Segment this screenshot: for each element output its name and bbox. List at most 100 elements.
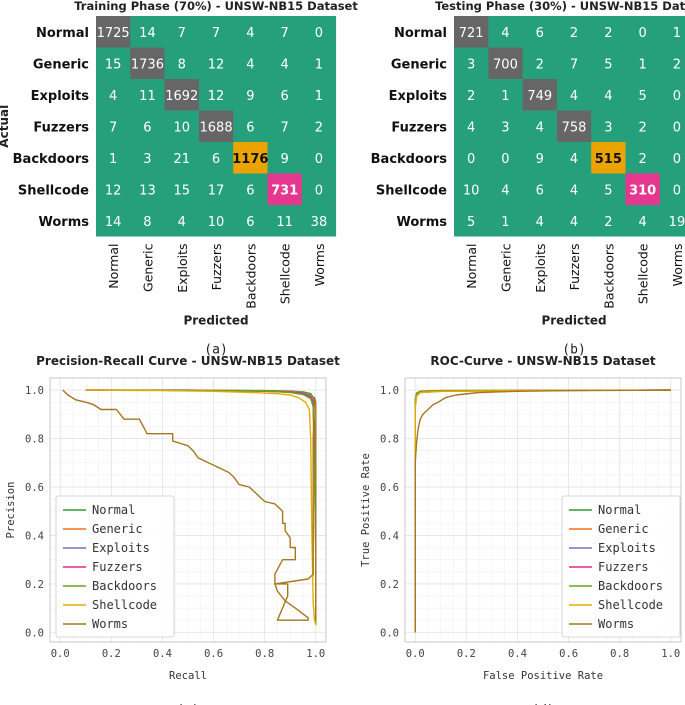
cm-cell-value: 13 [139,183,156,198]
cm-cell-value: 3 [467,57,475,72]
cm-cell-highlight [556,110,592,142]
cm-row-label: Fuzzers [33,120,89,135]
cm-row-label: Normal [394,26,447,41]
cm-cell-value: 12 [208,89,225,104]
cm-cell-value: 731 [271,183,298,198]
cm-col-label: Exploits [533,244,548,293]
cm-cell-value: 2 [315,120,323,135]
cm-cell-value: 5 [604,57,612,72]
cm-row-label: Worms [38,215,89,230]
cm-cell-value: 6 [536,26,544,41]
cm-cell-value: 4 [178,215,186,230]
cm-cell-value: 9 [246,89,254,104]
cm-cell-value: 1 [109,152,117,167]
cm-cell-value: 1 [501,215,509,230]
cm-col-label: Shellcode [636,243,651,304]
cm-cell-value: 0 [315,183,323,198]
cm-col-label: Fuzzers [567,244,582,291]
cm-cell-value: 3 [501,120,509,135]
cm-cell-value: 4 [246,26,254,41]
cm-cell-value: 515 [595,152,622,167]
cm-cell-value: 11 [276,215,293,230]
cm-cell-value: 8 [143,215,151,230]
legend-label: Fuzzers [92,560,143,574]
confusion-matrix-a: Training Phase (70%) - UNSW-NB15 Dataset… [0,0,358,358]
plot-frame [49,377,327,643]
cm-cell-value: 4 [109,89,117,104]
cm-cell-value: 21 [173,152,190,167]
legend-label: Fuzzers [598,560,649,574]
cm-cell-value: 8 [178,57,186,72]
cm-cell-value: 4 [281,57,289,72]
x-tick-label: 0.8 [255,648,274,660]
cm-row-label: Exploits [31,89,90,104]
cm-col-label: Shellcode [278,243,293,304]
y-tick-label: 0.8 [380,434,399,446]
x-tick-label: 0.6 [204,648,223,660]
cm-cell-value: 6 [143,120,151,135]
cm-cell-value: 2 [639,152,647,167]
cm-cell-highlight [454,16,489,48]
y-tick-label: 0.8 [25,434,44,446]
cm-cell-value: 0 [467,152,475,167]
cm-row-label: Exploits [389,89,448,104]
y-tick-label: 0.0 [380,627,399,639]
cm-cell-value: 7 [281,120,289,135]
cm-col-label: Fuzzers [209,243,224,290]
series-line-shellcode [414,389,671,633]
cm-cell-value: 2 [639,120,647,135]
cm-cell-value: 2 [467,89,475,104]
cm-cell-value: 12 [105,183,122,198]
legend-label: Backdoors [598,579,663,593]
plot-frame [404,377,682,643]
legend-label: Worms [92,617,128,631]
cm-cell-value: 10 [208,215,225,230]
legend-label: Backdoors [92,579,157,593]
cm-col-label: Exploits [175,244,190,293]
x-tick-label: 0.0 [51,648,70,660]
cm-cell-value: 3 [604,120,612,135]
legend-label: Generic [92,522,143,536]
cm-cell-value: 2 [536,57,544,72]
cm-cell-value: 9 [536,152,544,167]
x-axis-label: False Positive Rate [483,670,603,682]
cm-col-label: Normal [106,244,121,289]
cm-cell-value: 749 [527,89,552,104]
cm-cell-value: 7 [570,57,578,72]
y-tick-label: 1.0 [380,385,399,397]
cm-cell-value: 4 [570,183,578,198]
cm-cell-value: 2 [604,26,612,41]
cm-cell-value: 0 [673,183,681,198]
cm-cell-highlight [96,16,131,48]
cm-col-label: Worms [670,244,685,287]
y-tick-label: 0.0 [25,627,44,639]
cm-cell-value: 0 [501,152,509,167]
cm-cell-highlight [488,47,523,79]
cm-row-label: Generic [391,57,447,72]
panel-caption: (a) [204,343,227,358]
cm-cell-value: 4 [246,57,254,72]
cm-cell-value: 4 [501,26,509,41]
legend-label: Shellcode [598,598,663,612]
y-tick-label: 0.2 [25,579,44,591]
cm-cell-value: 6 [281,89,289,104]
cm-cell-value: 10 [463,183,480,198]
cm-cell-value: 5 [604,183,612,198]
cm-cell-value: 0 [673,120,681,135]
y-tick-label: 0.2 [380,579,399,591]
x-tick-label: 0.4 [508,648,527,660]
cm-cell-value: 1688 [200,120,233,135]
cm-cell-value: 4 [570,215,578,230]
cm-cell-value: 11 [139,89,156,104]
legend-label: Normal [598,503,641,517]
cm-cell-value: 7 [109,120,117,135]
x-tick-label: 1.0 [306,648,325,660]
cm-row-label: Normal [36,26,89,41]
y-tick-label: 0.6 [380,482,399,494]
cm-cell-value: 1 [315,89,323,104]
cm-cell-value: 1 [315,57,323,72]
cm-cell-value: 4 [639,215,647,230]
cm-row-label: Shellcode [18,183,89,198]
legend-box [561,495,681,638]
line-chart-c: 0.0 0.2 0.4 0.6 0.8 1.0 0.0 0.2 0.4 0.6 0.8 1.0 Norm… [5,354,340,705]
